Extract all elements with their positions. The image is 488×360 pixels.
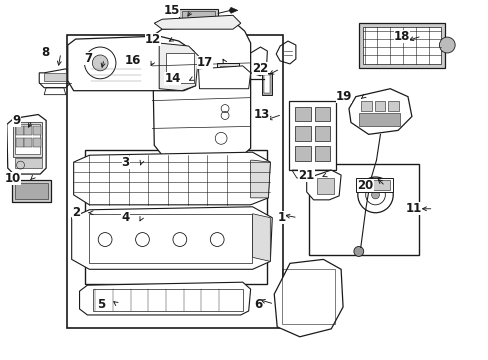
Text: 9: 9 bbox=[12, 114, 20, 127]
Circle shape bbox=[439, 37, 454, 53]
Bar bbox=[85, 150, 267, 284]
Text: 2: 2 bbox=[72, 206, 81, 219]
Text: 12: 12 bbox=[144, 33, 161, 46]
Text: 5: 5 bbox=[97, 297, 105, 311]
Text: 14: 14 bbox=[164, 72, 181, 85]
Bar bbox=[33, 138, 41, 147]
Bar bbox=[374, 100, 385, 111]
Bar bbox=[294, 146, 310, 161]
Bar bbox=[15, 125, 40, 154]
Polygon shape bbox=[306, 170, 341, 200]
Text: 10: 10 bbox=[4, 171, 20, 185]
Bar bbox=[93, 289, 242, 311]
Polygon shape bbox=[198, 66, 250, 89]
Bar bbox=[355, 178, 392, 192]
Text: 22: 22 bbox=[252, 62, 268, 75]
Bar bbox=[179, 9, 218, 27]
Bar bbox=[294, 126, 310, 141]
Bar bbox=[128, 65, 138, 83]
Polygon shape bbox=[72, 207, 272, 269]
Bar bbox=[166, 53, 193, 83]
Text: 13: 13 bbox=[254, 108, 270, 121]
Polygon shape bbox=[228, 7, 237, 13]
Bar bbox=[314, 107, 329, 121]
Polygon shape bbox=[159, 43, 198, 91]
Bar bbox=[387, 100, 398, 111]
Text: 19: 19 bbox=[335, 90, 351, 103]
Bar bbox=[362, 27, 441, 64]
Bar bbox=[358, 23, 445, 68]
Polygon shape bbox=[252, 214, 270, 261]
Bar bbox=[91, 63, 140, 85]
Bar bbox=[358, 113, 399, 126]
Bar bbox=[15, 158, 42, 168]
Text: 17: 17 bbox=[197, 57, 213, 69]
Bar bbox=[89, 214, 251, 264]
Bar bbox=[360, 100, 371, 111]
Polygon shape bbox=[80, 282, 250, 315]
Text: 8: 8 bbox=[41, 46, 49, 59]
Text: 3: 3 bbox=[122, 156, 129, 168]
Circle shape bbox=[353, 247, 363, 256]
Text: 15: 15 bbox=[163, 4, 180, 17]
Polygon shape bbox=[7, 114, 46, 174]
Bar bbox=[24, 138, 32, 147]
Bar bbox=[288, 100, 335, 170]
Polygon shape bbox=[154, 15, 240, 29]
Polygon shape bbox=[274, 260, 343, 337]
Polygon shape bbox=[74, 152, 270, 205]
Bar bbox=[13, 122, 42, 157]
Polygon shape bbox=[68, 36, 195, 91]
Bar bbox=[16, 138, 23, 147]
Bar bbox=[282, 269, 334, 324]
Text: 16: 16 bbox=[125, 54, 141, 67]
Text: 21: 21 bbox=[298, 168, 314, 181]
Text: 11: 11 bbox=[405, 202, 421, 215]
Bar bbox=[314, 146, 329, 161]
Bar bbox=[308, 164, 418, 255]
Circle shape bbox=[92, 55, 108, 71]
Text: 1: 1 bbox=[277, 211, 285, 224]
Bar bbox=[220, 66, 235, 80]
Bar bbox=[44, 73, 66, 81]
Bar bbox=[264, 75, 270, 93]
Bar bbox=[33, 126, 41, 135]
Bar bbox=[217, 63, 238, 83]
Bar bbox=[24, 126, 32, 135]
Bar bbox=[182, 11, 215, 25]
Bar bbox=[67, 35, 283, 328]
Bar bbox=[358, 180, 389, 190]
Text: 7: 7 bbox=[84, 53, 92, 66]
Circle shape bbox=[357, 177, 392, 213]
Bar bbox=[314, 126, 329, 141]
Bar bbox=[16, 126, 23, 135]
Bar bbox=[105, 65, 115, 83]
Bar bbox=[316, 178, 333, 194]
Bar bbox=[93, 65, 103, 83]
Bar bbox=[294, 107, 310, 121]
Bar bbox=[262, 73, 272, 95]
Bar bbox=[117, 65, 126, 83]
Circle shape bbox=[371, 191, 379, 199]
Text: 4: 4 bbox=[121, 211, 129, 224]
Text: 20: 20 bbox=[357, 179, 373, 193]
Bar bbox=[12, 180, 51, 202]
Text: 6: 6 bbox=[254, 297, 262, 311]
Polygon shape bbox=[250, 160, 270, 198]
Text: 18: 18 bbox=[393, 30, 409, 42]
Polygon shape bbox=[152, 25, 250, 155]
Bar bbox=[15, 183, 48, 199]
